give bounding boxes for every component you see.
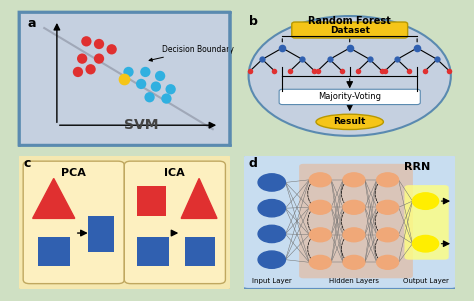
Point (163, 96, 170, 101)
Bar (38, 237, 70, 266)
FancyBboxPatch shape (124, 161, 226, 284)
Point (125, 70, 132, 74)
Text: RRN: RRN (404, 163, 430, 172)
Point (108, 47, 116, 52)
Point (82, 39, 90, 44)
Circle shape (343, 173, 365, 187)
Text: Decision Boundary: Decision Boundary (149, 45, 234, 61)
Circle shape (258, 174, 285, 191)
Ellipse shape (248, 16, 451, 136)
FancyBboxPatch shape (240, 154, 459, 289)
FancyBboxPatch shape (299, 164, 413, 278)
Circle shape (258, 251, 285, 268)
Circle shape (258, 225, 285, 243)
Point (152, 84, 160, 89)
FancyBboxPatch shape (279, 89, 420, 104)
Text: ICA: ICA (164, 168, 185, 178)
Circle shape (412, 235, 438, 252)
Circle shape (343, 200, 365, 214)
Text: c: c (23, 157, 30, 170)
Ellipse shape (316, 114, 383, 129)
Point (78, 56, 86, 61)
Point (137, 82, 145, 86)
Text: d: d (248, 157, 257, 170)
Text: Random Forest: Random Forest (308, 16, 391, 26)
Point (156, 73, 164, 78)
Point (95, 42, 103, 46)
Circle shape (309, 256, 331, 269)
Text: Output Layer: Output Layer (402, 278, 448, 284)
Bar (137, 237, 169, 266)
Circle shape (309, 228, 331, 242)
Circle shape (377, 256, 399, 269)
Point (142, 70, 149, 74)
Text: Dataset: Dataset (330, 26, 370, 35)
Point (167, 87, 174, 92)
Circle shape (309, 200, 331, 214)
Text: a: a (27, 17, 36, 30)
FancyBboxPatch shape (23, 161, 124, 284)
Text: Hidden Layers: Hidden Layers (329, 278, 379, 284)
Text: Majority-Voting: Majority-Voting (318, 92, 381, 101)
Point (74, 70, 82, 74)
Circle shape (377, 228, 399, 242)
Text: b: b (248, 15, 257, 28)
Point (87, 67, 94, 72)
Text: SVM: SVM (124, 118, 158, 132)
Bar (137, 186, 166, 216)
Text: Result: Result (334, 117, 366, 126)
Circle shape (343, 256, 365, 269)
Polygon shape (33, 178, 75, 219)
Bar (89, 216, 114, 252)
Circle shape (377, 200, 399, 214)
Point (146, 95, 154, 100)
Bar (185, 237, 215, 266)
Text: Input Layer: Input Layer (252, 278, 292, 284)
FancyBboxPatch shape (13, 154, 236, 290)
Circle shape (343, 228, 365, 242)
Polygon shape (181, 178, 217, 219)
Circle shape (258, 200, 285, 217)
FancyBboxPatch shape (292, 22, 408, 38)
Circle shape (309, 173, 331, 187)
FancyBboxPatch shape (404, 185, 449, 260)
Circle shape (377, 173, 399, 187)
Circle shape (412, 193, 438, 209)
Point (120, 76, 128, 81)
Text: PCA: PCA (61, 168, 86, 178)
Point (95, 56, 103, 61)
